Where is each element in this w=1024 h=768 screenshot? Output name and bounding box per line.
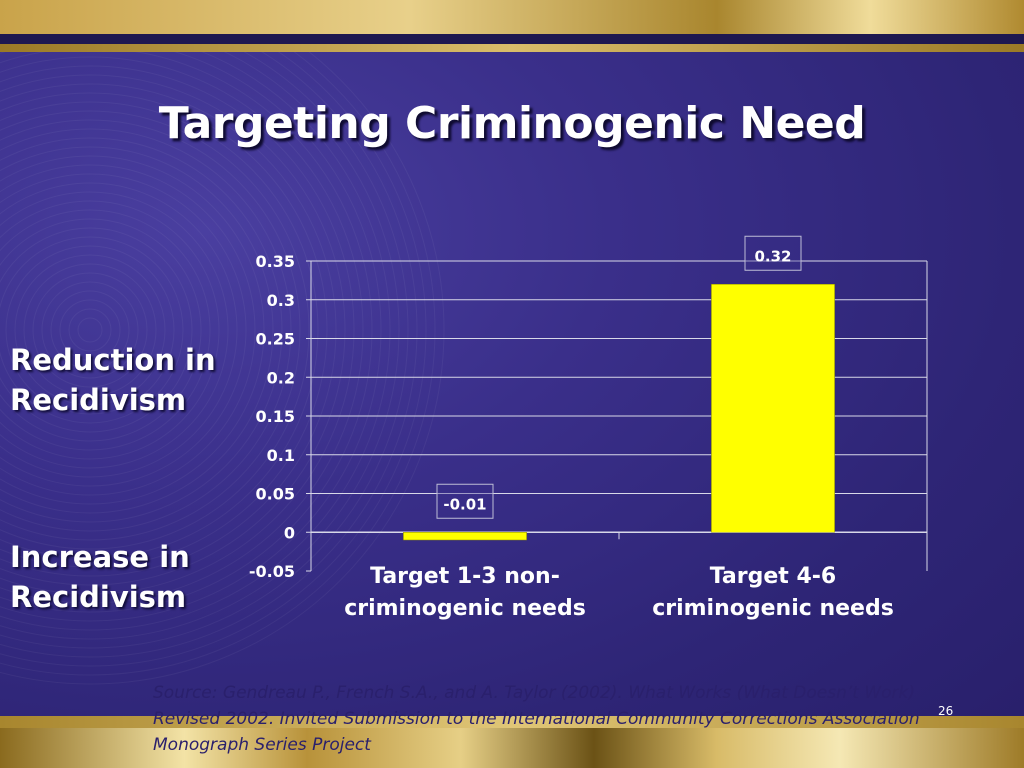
background-ring	[5, 245, 175, 415]
increase-label-line1: Increase in	[10, 540, 190, 574]
background-ring	[0, 200, 220, 460]
background-ring	[0, 128, 292, 532]
background-ring	[41, 281, 139, 379]
data-label-box	[436, 483, 494, 519]
top-decorative-band	[0, 0, 1024, 34]
top-gold-stripe	[0, 44, 1024, 52]
background-ring	[0, 218, 202, 442]
y-tick-label: 0.05	[256, 485, 295, 504]
source-citation: Source: Gendreau P., French S.A., and A.…	[153, 683, 920, 755]
y-tick-label: 0.2	[267, 368, 295, 387]
y-tick-label: 0.35	[256, 252, 295, 271]
bar	[403, 532, 527, 541]
background-ring	[0, 173, 247, 487]
bar	[711, 284, 835, 533]
background-ring	[0, 92, 328, 568]
top-shadow-band	[0, 34, 1024, 44]
background-ring	[50, 290, 130, 370]
reduction-label-line1: Reduction in	[10, 343, 216, 377]
background-ring	[0, 209, 211, 451]
background-ring	[0, 119, 301, 541]
reduction-label-line2: Recidivism	[10, 383, 187, 417]
slide-title: Targeting Criminogenic Need	[158, 98, 866, 149]
data-label: -0.01	[443, 495, 486, 513]
background-ring	[0, 137, 283, 523]
background-ring	[0, 83, 337, 577]
x-category-label: criminogenic needs	[344, 596, 586, 621]
x-category-label: Target 4-6	[710, 564, 836, 589]
increase-label: Increase in Recidivism	[10, 537, 190, 617]
increase-label-line2: Recidivism	[10, 580, 187, 614]
background-ring	[68, 308, 112, 352]
y-tick-label: 0.25	[256, 330, 295, 349]
background-ring	[0, 227, 193, 433]
background-ring	[23, 263, 157, 397]
background-ring	[0, 155, 265, 505]
background-ring	[32, 272, 148, 388]
slide-number: 26	[938, 704, 954, 718]
y-tick-label: 0.3	[267, 291, 295, 310]
data-label-box	[744, 235, 802, 271]
bottom-decorative-band	[0, 728, 1024, 768]
background-ring	[0, 56, 364, 604]
background-ring	[0, 0, 445, 685]
background-ring	[14, 254, 166, 406]
y-tick-label: 0.15	[256, 407, 295, 426]
background-ring	[0, 0, 427, 667]
x-category-label: Target 1-3 non-	[370, 564, 560, 589]
background-ring	[0, 182, 238, 478]
reduction-label: Reduction in Recidivism	[10, 340, 216, 420]
background-ring	[0, 110, 310, 550]
background-ring	[77, 317, 103, 343]
background-ring	[0, 0, 436, 676]
background-ring	[59, 299, 121, 361]
background-ring	[0, 74, 346, 586]
x-category-label: criminogenic needs	[652, 596, 894, 621]
y-tick-label: 0	[284, 523, 295, 542]
background-ring	[0, 164, 256, 496]
background-ring	[0, 101, 319, 559]
y-tick-label: 0.1	[267, 446, 295, 465]
background-ring	[0, 65, 355, 595]
data-label: 0.32	[754, 247, 791, 265]
background-ring	[0, 146, 274, 514]
background-ring	[0, 236, 184, 424]
y-tick-label: -0.05	[249, 562, 295, 581]
bottom-gold-stripe	[0, 716, 1024, 728]
background-ring	[0, 191, 229, 469]
